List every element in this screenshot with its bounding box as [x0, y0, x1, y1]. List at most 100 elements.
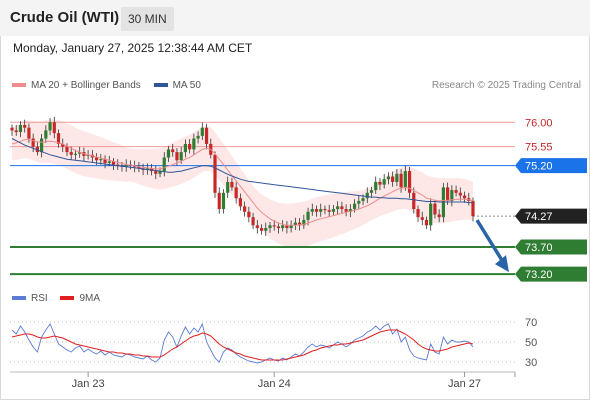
candle-body [471, 200, 475, 217]
candle-body [336, 206, 340, 210]
forecast-arrow-shaft [475, 219, 507, 267]
candle-body [213, 154, 217, 193]
rsi-tick-label: 50 [525, 337, 537, 349]
pivot-price-label: 75.20 [525, 161, 553, 173]
candle-body [154, 171, 158, 174]
candle-body [238, 198, 242, 207]
candle-body [382, 179, 386, 185]
candle-body [183, 143, 188, 153]
candle-body [446, 187, 450, 201]
rsi-panel: 70 50 30 Jan 23 Jan 24 Jan 27 [10, 317, 537, 390]
candle-body [247, 211, 251, 218]
candle-body [243, 206, 247, 212]
candle-body [221, 192, 226, 210]
candle-body [65, 146, 69, 153]
candle-body [314, 209, 319, 212]
candle-body [48, 122, 52, 131]
candle-body [27, 127, 31, 139]
candle-body [171, 149, 175, 153]
timeframe-badge[interactable]: 30 MIN [121, 7, 174, 31]
candle-body [196, 135, 200, 139]
candle-body [327, 210, 331, 212]
candle-body [450, 190, 454, 201]
candle-body [344, 209, 348, 212]
candle-body [319, 209, 323, 212]
bollinger-band [12, 119, 473, 248]
resistance-label: 76.00 [525, 117, 553, 129]
rsi-tick-label: 70 [525, 317, 537, 329]
candle-body [424, 219, 429, 226]
candle-body [395, 173, 399, 182]
candle-body [331, 209, 336, 212]
candle-body [378, 181, 382, 185]
candle-body [454, 190, 458, 193]
candle-body [264, 228, 268, 231]
pivot-price-box [515, 158, 587, 174]
candle-body [23, 124, 27, 128]
support-price-label: 73.70 [525, 242, 553, 254]
candle-body [302, 219, 306, 226]
rsi-legend-swatch [12, 296, 26, 301]
candle-body [399, 173, 403, 188]
candle-body [306, 211, 310, 220]
ma50-line [11, 138, 473, 204]
candle-body [272, 225, 276, 227]
candle-body [437, 214, 441, 218]
support-price-box [515, 266, 587, 282]
candle-body [18, 124, 23, 133]
candle-body [73, 153, 78, 155]
rsi-tick-label: 30 [525, 357, 537, 369]
credit-text: Research © 2025 Trading Central [431, 80, 581, 91]
candle-body [31, 138, 35, 147]
candle-body [412, 192, 416, 210]
rsi-ma-line [11, 329, 474, 361]
ma20-legend-swatch [12, 83, 26, 88]
rsi-ma-legend-label: 9MA [79, 293, 101, 304]
ma50-legend-swatch [153, 83, 168, 88]
candle-body [259, 228, 264, 231]
support-price-label: 73.20 [525, 269, 553, 281]
candle-body [10, 127, 14, 131]
rsi-ma-legend-swatch [60, 296, 75, 301]
ma50-legend-label: MA 50 [172, 80, 201, 91]
candle-body [192, 138, 196, 150]
candle-body [103, 159, 107, 163]
candle-body [323, 209, 327, 211]
x-tick-label: Jan 24 [258, 378, 291, 390]
rsi-legend: RSI 9MA [12, 293, 100, 304]
last-price-box [515, 208, 587, 224]
candle-body [226, 181, 230, 193]
candle-body [158, 171, 162, 174]
candle-body [107, 161, 111, 163]
candle-body [281, 225, 285, 229]
candle-body [297, 222, 302, 226]
candle-body [234, 187, 238, 199]
candle-body [69, 152, 73, 155]
candle-body [179, 152, 183, 161]
candle-body [162, 157, 166, 172]
chart-header: Crude Oil (WTI) 30 MIN [0, 0, 590, 36]
candle-body [310, 209, 314, 212]
candle-body [462, 195, 467, 199]
candle-body [99, 159, 103, 161]
candle-body [348, 209, 352, 212]
candle-body [340, 206, 344, 210]
candle-body [94, 157, 99, 161]
candle-body [78, 152, 82, 154]
candle-body [361, 198, 365, 201]
candle-body [137, 166, 141, 169]
last-price-label: 74.27 [525, 211, 553, 223]
candle-body [133, 165, 137, 167]
candle-body [166, 149, 171, 158]
candle-body [124, 164, 128, 167]
candle-body [391, 176, 395, 182]
candle-body [56, 133, 61, 144]
candle-body [293, 222, 297, 226]
candle-body [420, 217, 424, 220]
price-panel: 76.00 75.55 75.20 74.27 73.70 73.20 [10, 116, 587, 282]
candle-body [285, 225, 289, 229]
candle-body [44, 130, 48, 139]
candle-body [268, 225, 272, 229]
forecast-arrow-head [495, 255, 509, 273]
